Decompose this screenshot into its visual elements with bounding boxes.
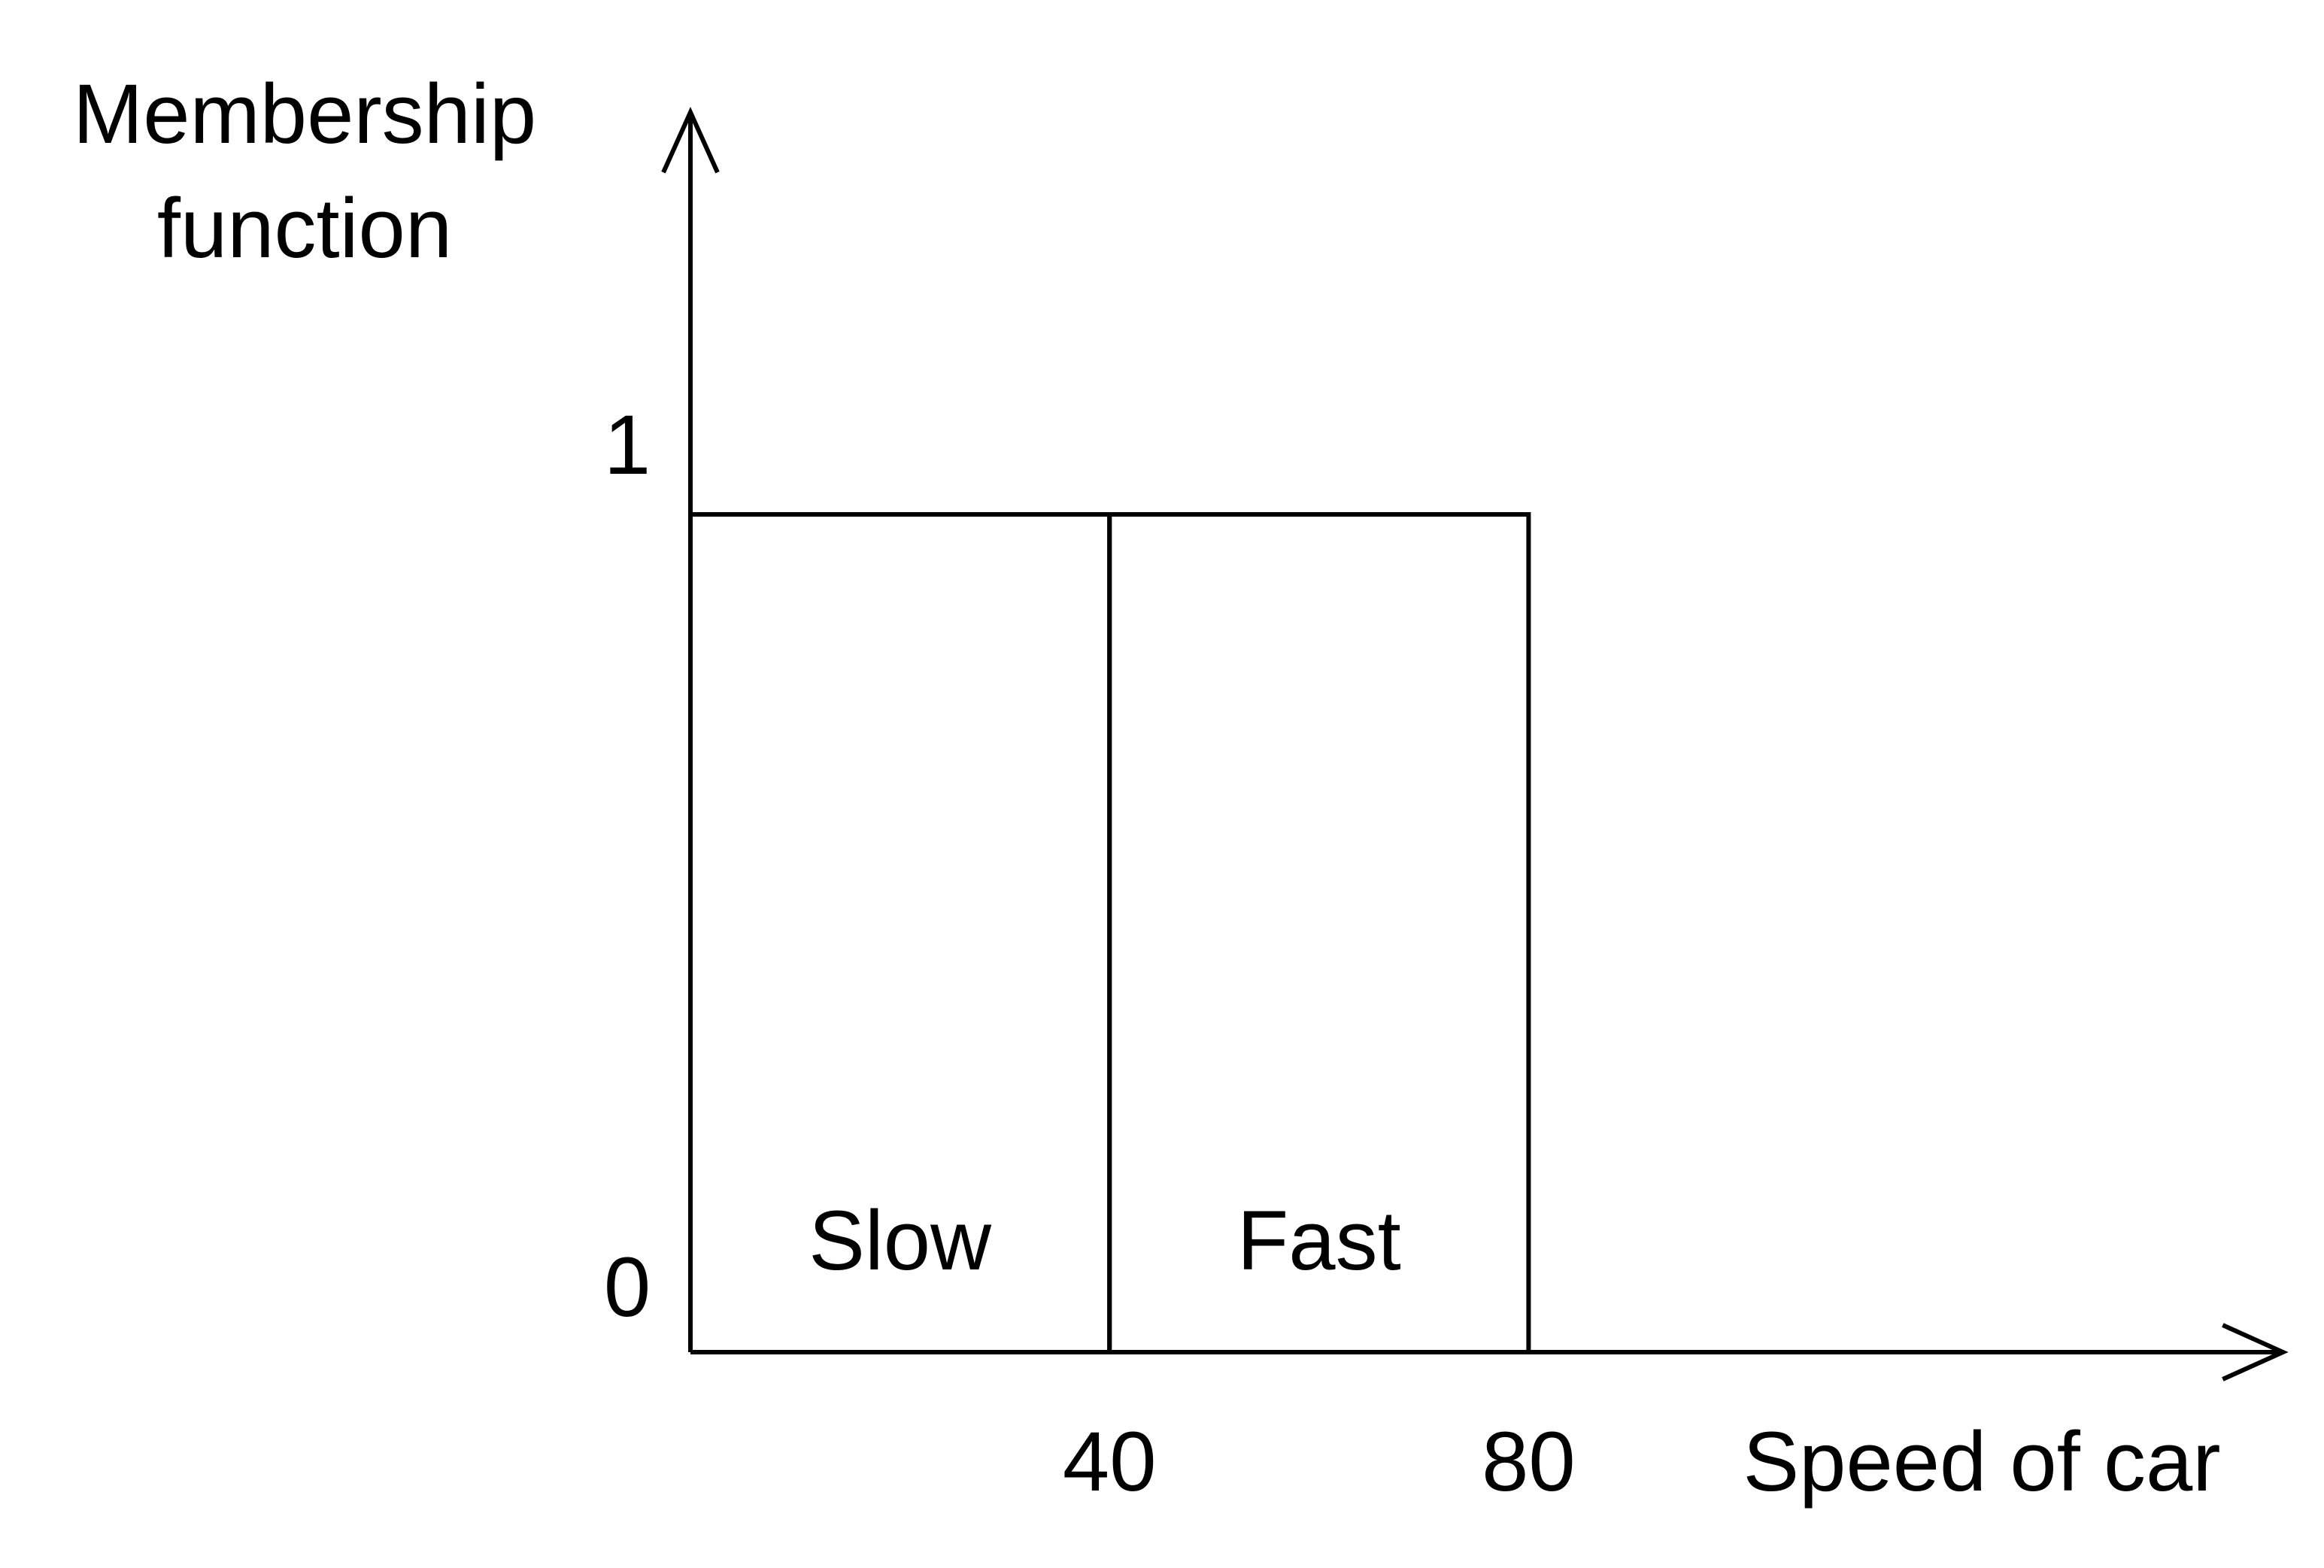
labels: Membership function Speed of car 40 80 0 1 S… <box>73 67 2221 1509</box>
y-axis-arrowhead <box>661 106 720 174</box>
y-axis-label-line-1: Membership <box>73 67 536 161</box>
y-axis-label-line-2: function <box>157 181 452 275</box>
series-line-fast <box>1107 512 1531 1352</box>
x-axis-arrowhead <box>2222 1323 2289 1381</box>
x-tick-label-40: 40 <box>1063 1415 1157 1509</box>
y-tick-label-0: 0 <box>604 1240 651 1334</box>
y-tick-label-1: 1 <box>604 398 651 492</box>
series-lines <box>688 512 1531 1352</box>
x-axis-label: Speed of car <box>1743 1415 2220 1509</box>
region-label-slow: Slow <box>809 1193 992 1287</box>
x-tick-label-80: 80 <box>1482 1415 1576 1509</box>
region-label-fast: Fast <box>1237 1193 1401 1287</box>
axes <box>661 106 2289 1381</box>
